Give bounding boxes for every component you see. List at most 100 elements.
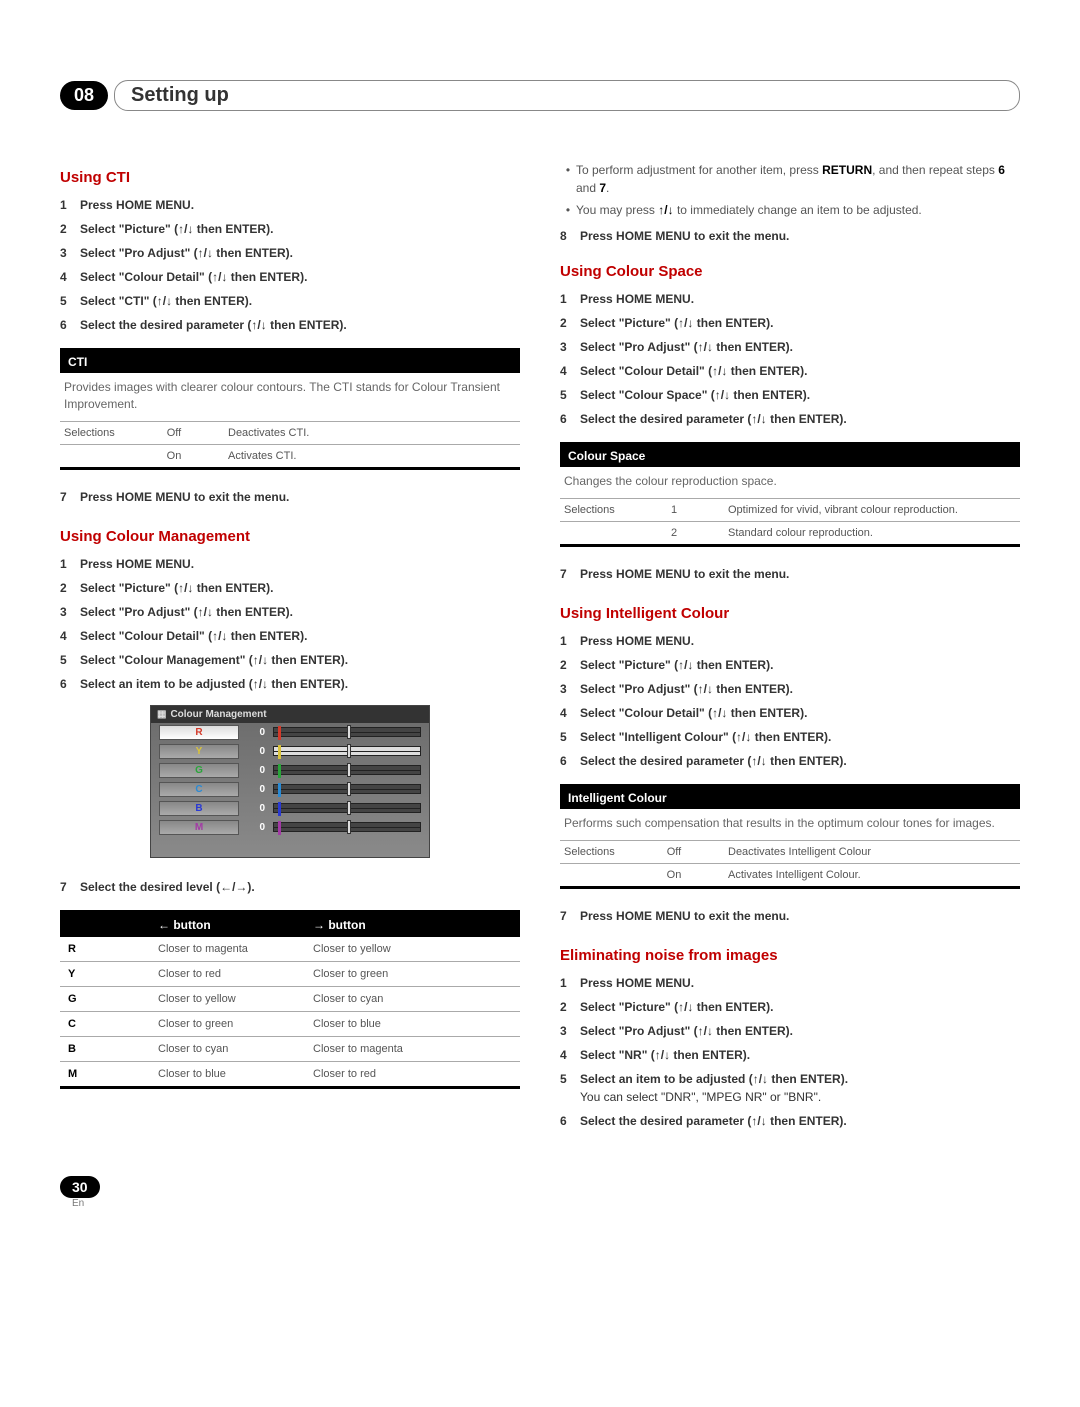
table-row: MCloser to blueCloser to red (60, 1061, 520, 1086)
step: 3Select "Pro Adjust" (↑/↓ then ENTER). (560, 1022, 1020, 1040)
cm-slider (273, 727, 421, 737)
cs-table-rows: Selections1Optimized for vivid, vibrant … (560, 498, 1020, 544)
cell: Off (644, 846, 704, 858)
cm-value: 0 (247, 803, 265, 814)
cs-steps: 1Press HOME MENU.2Select "Picture" (↑/↓ … (560, 290, 1020, 428)
table-row: SelectionsOffDeactivates CTI. (60, 421, 520, 444)
nr-heading: Eliminating noise from images (560, 947, 1020, 964)
step-text: Press HOME MENU to exit the menu. (580, 565, 789, 583)
step: 3Select "Pro Adjust" (↑/↓ then ENTER). (60, 603, 520, 621)
nr-step5-note: You can select "DNR", "MPEG NR" or "BNR"… (580, 1090, 821, 1104)
step: 2Select "Picture" (↑/↓ then ENTER). (560, 998, 1020, 1016)
step-text: Press HOME MENU. (580, 974, 694, 992)
step-text: Select the desired parameter (↑/↓ then E… (580, 752, 847, 770)
cell: C (60, 1012, 150, 1036)
right-column: •To perform adjustment for another item,… (560, 161, 1020, 1136)
step-text: Select "Pro Adjust" (↑/↓ then ENTER). (80, 244, 293, 262)
cti-step-7: 7 Press HOME MENU to exit the menu. (60, 488, 520, 506)
bullet-item: •You may press ↑/↓ to immediately change… (560, 201, 1020, 219)
step-text: Select the desired parameter (↑/↓ then E… (80, 316, 347, 334)
right-step-8: 8 Press HOME MENU to exit the menu. (560, 227, 1020, 245)
cm-icon: ▦ (157, 709, 166, 720)
step-text: Select "Picture" (↑/↓ then ENTER). (580, 998, 773, 1016)
step-text: Select an item to be adjusted (↑/↓ then … (580, 1070, 848, 1106)
step-text: Press HOME MENU. (80, 196, 194, 214)
step-number: 2 (560, 998, 580, 1016)
ic-table-rows: SelectionsOffDeactivates Intelligent Col… (560, 840, 1020, 886)
step: 4Select "Colour Detail" (↑/↓ then ENTER)… (560, 704, 1020, 722)
page-lang: En (72, 1198, 1020, 1209)
cell: Optimized for vivid, vibrant colour repr… (704, 504, 1016, 516)
cell: Activates CTI. (204, 450, 516, 462)
cm-label: B (159, 801, 239, 816)
cell: 2 (644, 527, 704, 539)
cell: B (60, 1037, 150, 1061)
step-number: 5 (560, 1070, 580, 1106)
cm-value: 0 (247, 822, 265, 833)
step-number: 6 (60, 316, 80, 334)
cm-screenshot-titlebar: ▦ Colour Management (151, 706, 429, 723)
cell: Closer to cyan (305, 987, 520, 1011)
cell: 1 (644, 504, 704, 516)
cm-slider-row: C0 (151, 780, 429, 799)
cm-slider-thumb (347, 744, 351, 758)
step-number: 7 (560, 565, 580, 583)
step-text: Select the desired level (←/→). (80, 878, 255, 896)
step: 3Select "Pro Adjust" (↑/↓ then ENTER). (560, 338, 1020, 356)
step-number: 6 (60, 675, 80, 693)
step: 6Select the desired parameter (↑/↓ then … (60, 316, 520, 334)
step-number: 3 (560, 680, 580, 698)
cell: Closer to magenta (150, 937, 305, 961)
cti-table-desc: Provides images with clearer colour cont… (60, 373, 520, 421)
cell: Y (60, 962, 150, 986)
step-text: Press HOME MENU. (580, 290, 694, 308)
cm-value: 0 (247, 765, 265, 776)
cs-step-7: 7 Press HOME MENU to exit the menu. (560, 565, 1020, 583)
cm-letter: M (193, 822, 205, 833)
step: 6Select an item to be adjusted (↑/↓ then… (60, 675, 520, 693)
cs-table: Colour Space Changes the colour reproduc… (560, 442, 1020, 547)
th-item: Item (60, 913, 150, 937)
step-text: Select "Colour Detail" (↑/↓ then ENTER). (580, 362, 807, 380)
chapter-number-badge: 08 (60, 81, 108, 110)
step-number: 2 (560, 656, 580, 674)
cell: Closer to magenta (305, 1037, 520, 1061)
cell: R (60, 937, 150, 961)
ic-steps: 1Press HOME MENU.2Select "Picture" (↑/↓ … (560, 632, 1020, 770)
cti-steps: 1Press HOME MENU.2Select "Picture" (↑/↓ … (60, 196, 520, 334)
nr-step5-text: Select an item to be adjusted (↑/↓ then … (580, 1072, 848, 1086)
step-number: 7 (560, 907, 580, 925)
cm-label: R (159, 725, 239, 740)
step-text: Select "Picture" (↑/↓ then ENTER). (580, 314, 773, 332)
cm-label: G (159, 763, 239, 778)
th-right: → button (305, 913, 520, 937)
step-number: 1 (60, 555, 80, 573)
table-row: RCloser to magentaCloser to yellow (60, 937, 520, 961)
cell: Closer to blue (305, 1012, 520, 1036)
cell: Closer to green (305, 962, 520, 986)
cell: Standard colour reproduction. (704, 527, 1016, 539)
ic-table-title: Intelligent Colour (560, 787, 1020, 809)
cm-steps: 1Press HOME MENU.2Select "Picture" (↑/↓ … (60, 555, 520, 693)
step-text: Select "Colour Management" (↑/↓ then ENT… (80, 651, 348, 669)
table-row: OnActivates CTI. (60, 444, 520, 467)
cell: Closer to yellow (305, 937, 520, 961)
cell (564, 869, 644, 881)
step-number: 5 (560, 386, 580, 404)
cell: G (60, 987, 150, 1011)
step: 2Select "Picture" (↑/↓ then ENTER). (60, 579, 520, 597)
cm-button-table-header: Item ← button → button (60, 913, 520, 937)
table-row: CCloser to greenCloser to blue (60, 1011, 520, 1036)
step-number: 1 (60, 196, 80, 214)
step-text: Select "Colour Detail" (↑/↓ then ENTER). (80, 627, 307, 645)
chapter-header: 08 Setting up (60, 80, 1020, 111)
page-number: 30 (60, 1176, 100, 1198)
content-columns: Using CTI 1Press HOME MENU.2Select "Pict… (60, 161, 1020, 1136)
cm-screenshot-title: Colour Management (170, 709, 266, 720)
cm-screenshot: ▦ Colour Management R0Y0G0C0B0M0 (150, 705, 430, 858)
cell: Closer to red (305, 1062, 520, 1086)
nr-step-6: 6 Select the desired parameter (↑/↓ then… (560, 1112, 1020, 1130)
step: 3Select "Pro Adjust" (↑/↓ then ENTER). (60, 244, 520, 262)
cell: Selections (564, 846, 644, 858)
nr-steps: 1Press HOME MENU.2Select "Picture" (↑/↓ … (560, 974, 1020, 1064)
